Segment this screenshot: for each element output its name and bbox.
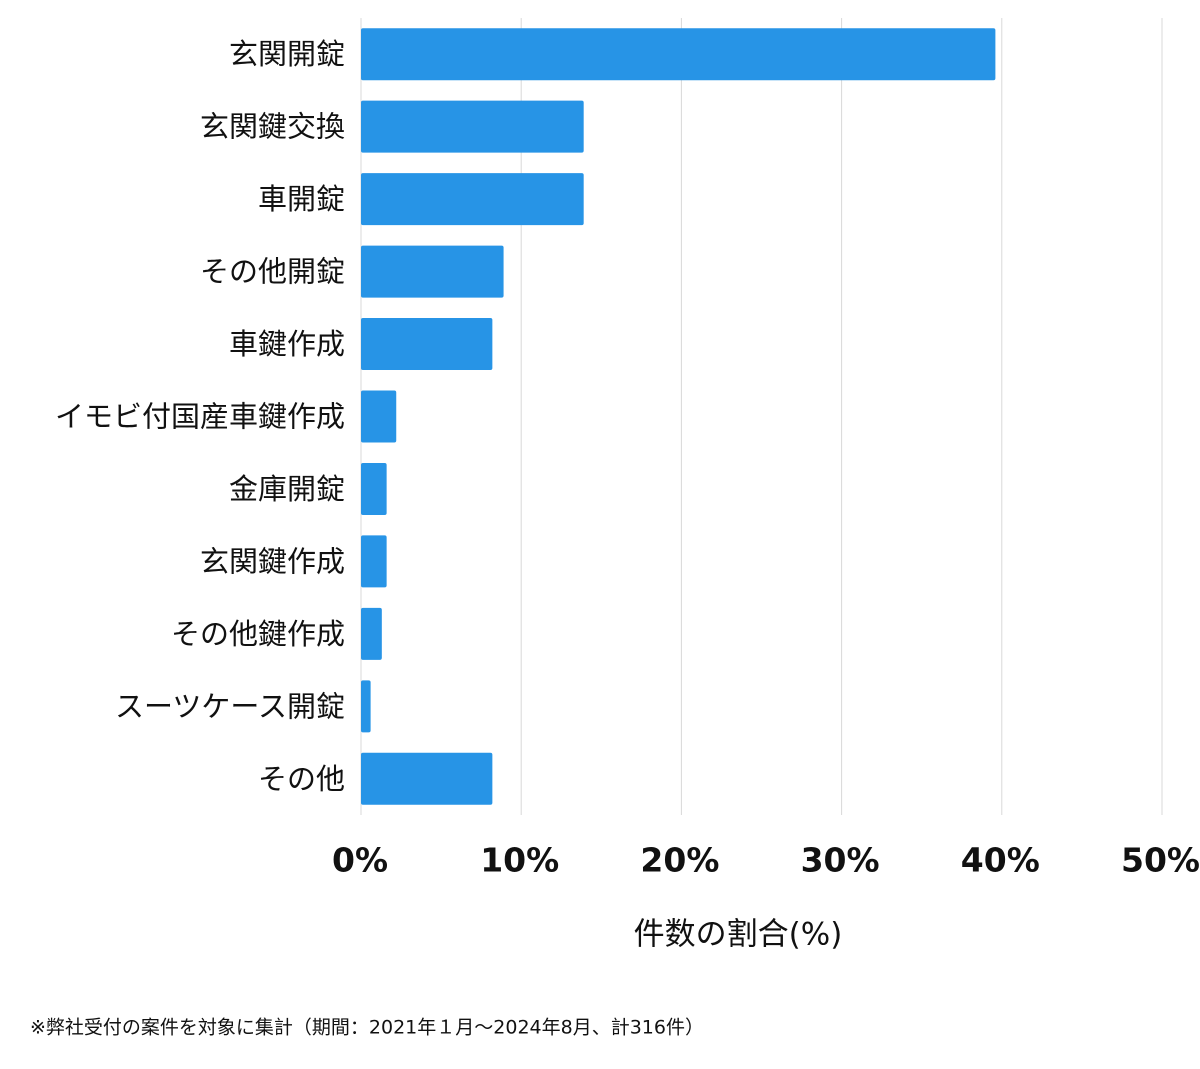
x-tick-label: 30% <box>801 841 880 880</box>
y-tick-label: その他 <box>258 762 345 796</box>
bar <box>361 390 397 443</box>
x-tick-label: 20% <box>640 841 719 880</box>
bar <box>361 100 584 153</box>
y-tick-label: イモビ付国産車鍵作成 <box>55 400 345 434</box>
x-tick-label: 0% <box>332 841 388 880</box>
x-axis-label: 件数の割合(%) <box>634 917 843 953</box>
y-tick-label: 車開錠 <box>258 182 345 216</box>
y-tick-label: その他鍵作成 <box>171 617 345 651</box>
y-tick-label: 車鍵作成 <box>229 327 345 361</box>
x-tick-label: 50% <box>1121 841 1200 880</box>
y-tick-label: その他開錠 <box>200 255 345 289</box>
y-tick-label: 金庫開錠 <box>229 472 345 506</box>
bar <box>361 173 584 226</box>
y-tick-label: 玄関鍵交換 <box>200 110 345 144</box>
bar <box>361 535 387 588</box>
footnote: ※弊社受付の案件を対象に集計（期間：2021年１月〜2024年8月、計316件） <box>30 1017 704 1039</box>
bar <box>361 752 493 805</box>
bar <box>361 245 504 298</box>
x-tick-label: 10% <box>480 841 559 880</box>
y-tick-label: スーツケース開錠 <box>115 689 345 723</box>
y-tick-label: 玄関開錠 <box>229 37 345 71</box>
x-tick-label: 40% <box>961 841 1040 880</box>
bar <box>361 607 382 660</box>
y-tick-label: 玄関鍵作成 <box>200 544 345 578</box>
bar <box>361 680 371 733</box>
bar <box>361 318 493 371</box>
bar <box>361 28 996 81</box>
bar <box>361 462 387 515</box>
